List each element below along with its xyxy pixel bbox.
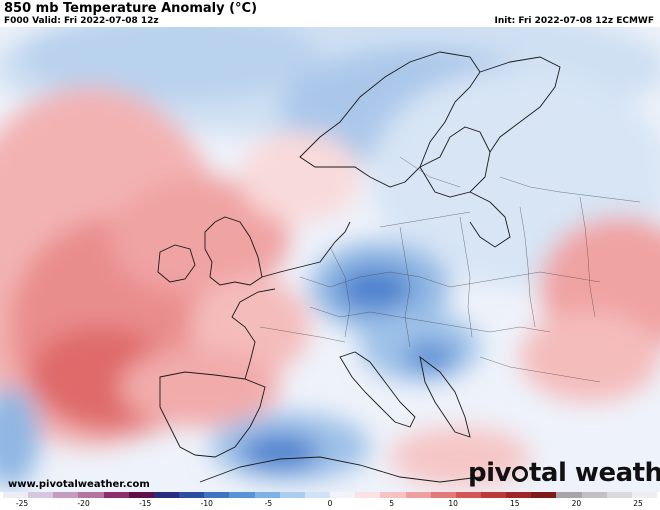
map-header: 850 mb Temperature Anomaly (°C) F000 Val… bbox=[0, 0, 660, 27]
legend-swatch bbox=[330, 492, 356, 498]
legend-swatch bbox=[531, 492, 557, 498]
legend-tick-label: -25 bbox=[15, 499, 29, 508]
valid-time: F000 Valid: Fri 2022-07-08 12z bbox=[4, 16, 159, 26]
legend-swatch bbox=[28, 492, 54, 498]
legend-swatch bbox=[254, 492, 280, 498]
legend-tick-label: 20 bbox=[571, 499, 582, 508]
legend-swatch bbox=[506, 492, 532, 498]
legend-tick-label: 10 bbox=[448, 499, 458, 508]
brand-o-icon bbox=[511, 466, 528, 482]
legend-tick-label: 5 bbox=[389, 499, 394, 508]
anomaly-field bbox=[0, 27, 660, 487]
legend-swatch bbox=[405, 492, 431, 498]
map-title: 850 mb Temperature Anomaly (°C) bbox=[4, 1, 258, 16]
coastlines bbox=[157, 51, 561, 483]
legend-swatch bbox=[78, 492, 104, 498]
legend-tick-label: 25 bbox=[633, 499, 643, 508]
legend-swatch bbox=[3, 492, 29, 498]
brand-logo-right: tal weather bbox=[528, 458, 660, 488]
legend-swatch bbox=[606, 492, 632, 498]
legend-swatch bbox=[380, 492, 406, 498]
brand-logo-left: piv bbox=[468, 458, 511, 488]
color-legend: -25 -20 -15 -10 -5 0 5 10 15 20 25 bbox=[0, 492, 660, 510]
legend-swatch bbox=[480, 492, 507, 498]
map-canvas bbox=[0, 27, 660, 492]
legend-swatch bbox=[304, 492, 331, 498]
legend-swatch bbox=[179, 492, 205, 498]
legend-swatch bbox=[556, 492, 582, 498]
legend-swatch bbox=[204, 492, 230, 498]
legend-swatch bbox=[279, 492, 305, 498]
legend-tick-label: -5 bbox=[264, 499, 273, 508]
legend-swatch bbox=[103, 492, 129, 498]
brand-logo: piv tal weather bbox=[468, 458, 660, 488]
legend-swatch bbox=[229, 492, 255, 498]
legend-tick-label: -10 bbox=[200, 499, 213, 508]
legend-tick-label: 15 bbox=[510, 499, 520, 508]
political-borders bbox=[259, 156, 641, 383]
legend-swatch bbox=[53, 492, 79, 498]
init-time: Init: Fri 2022-07-08 12z ECMWF bbox=[494, 16, 655, 26]
legend-swatch bbox=[430, 492, 456, 498]
legend-tick-label: -20 bbox=[77, 499, 90, 508]
legend-colorbar bbox=[3, 492, 658, 498]
legend-tick-label: 0 bbox=[327, 499, 333, 508]
legend-tick-label: -15 bbox=[139, 499, 152, 508]
legend-swatch bbox=[153, 492, 180, 498]
legend-swatch bbox=[631, 492, 658, 498]
legend-swatch bbox=[128, 492, 154, 498]
legend-swatch bbox=[355, 492, 381, 498]
temperature-anomaly-map[interactable] bbox=[0, 27, 660, 492]
legend-swatch bbox=[455, 492, 481, 498]
watermark-url: www.pivotalweather.com bbox=[8, 479, 150, 490]
legend-tick-labels: -25 -20 -15 -10 -5 0 5 10 15 20 25 bbox=[0, 499, 660, 509]
legend-swatch bbox=[581, 492, 607, 498]
